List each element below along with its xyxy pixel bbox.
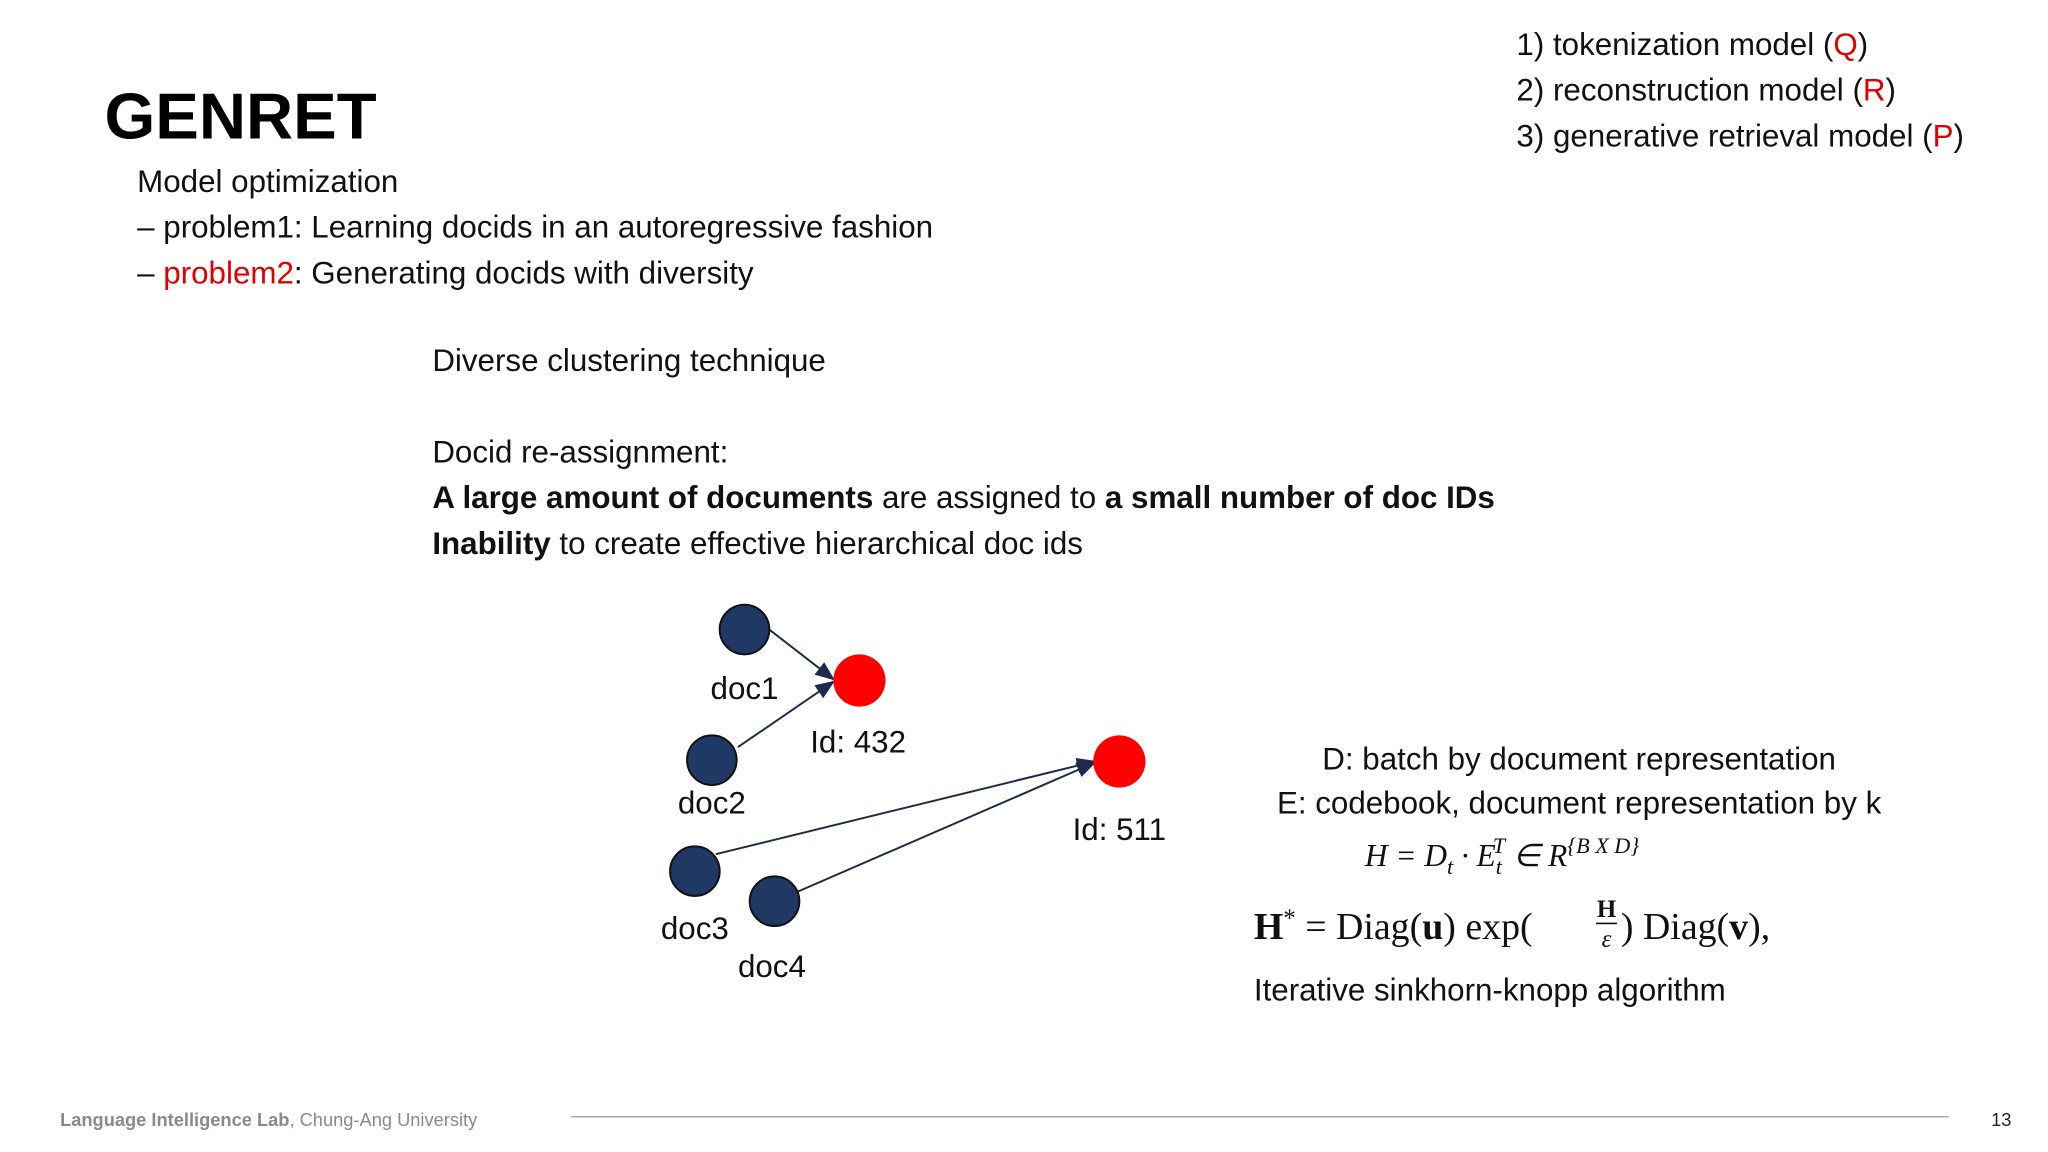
problem: – problem1: Learning docids in an autore…	[137, 210, 933, 245]
component: 1) tokenization model (Q)	[1516, 27, 1868, 62]
doc-node	[748, 875, 801, 928]
arrow	[768, 628, 835, 681]
technique: Diverse clustering technique	[432, 343, 826, 378]
page-number: 13	[1991, 1109, 2011, 1130]
arrow	[737, 680, 835, 748]
component: 3) generative retrieval model (P)	[1516, 118, 1964, 153]
doc-label: doc2	[678, 786, 746, 821]
formula: ) Diag(v),	[1621, 906, 1770, 948]
heading: Model optimization	[137, 164, 398, 199]
reassignment-line: A large amount of documents are assigned…	[432, 480, 1495, 515]
component: 2) reconstruction model (R)	[1516, 73, 1896, 108]
doc-node	[686, 734, 738, 786]
title: GENRET	[104, 79, 376, 152]
fraction-numerator: H	[1597, 896, 1616, 923]
arrow	[796, 761, 1097, 893]
formula: H = Dt · EtT ∈ R{B X D}	[1364, 833, 1639, 879]
doc-node	[718, 603, 771, 656]
footer-text: Language Intelligence Lab, Chung-Ang Uni…	[60, 1109, 478, 1130]
doc-label: doc1	[711, 671, 779, 706]
id-label: Id: 511	[1073, 812, 1166, 847]
body: Model optimization – problem1: Learning …	[137, 164, 1495, 561]
diagram	[669, 603, 1146, 928]
fraction-denominator: ε	[1602, 926, 1612, 953]
d-definition: D: batch by document representation	[1322, 741, 1836, 776]
diagram-labels: doc1 doc2 doc3 doc4 Id: 432 Id: 511	[661, 671, 1166, 984]
doc-label: doc3	[661, 911, 729, 946]
id-label: Id: 432	[810, 724, 906, 759]
doc-label: doc4	[738, 949, 806, 984]
reassignment-line: Inability to create effective hierarchic…	[432, 526, 1083, 561]
note: Iterative sinkhorn-knopp algorithm	[1254, 972, 1726, 1007]
problem: – problem2: Generating docids with diver…	[137, 255, 754, 290]
component-list: 1) tokenization model (Q) 2) reconstruct…	[1516, 27, 1964, 153]
e-definition: E: codebook, document representation by …	[1277, 786, 1882, 821]
id-node	[833, 654, 886, 707]
formula: H* = Diag(u) exp(	[1254, 905, 1533, 948]
reassignment-heading: Docid re-assignment:	[432, 434, 728, 469]
arrow	[715, 758, 1097, 856]
id-node	[1093, 735, 1146, 788]
explanation: D: batch by document representation E: c…	[1254, 741, 1882, 1007]
doc-node	[669, 845, 721, 897]
footer: Language Intelligence Lab, Chung-Ang Uni…	[60, 1109, 2011, 1130]
